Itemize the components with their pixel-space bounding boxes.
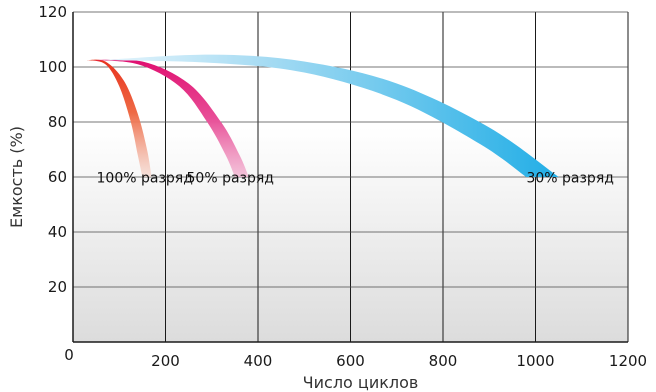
x-tick-label: 600 bbox=[336, 352, 365, 370]
y-tick-label: 60 bbox=[48, 168, 67, 186]
x-tick-label: 200 bbox=[151, 352, 180, 370]
y-tick-label: 120 bbox=[38, 3, 67, 21]
series-label: 30% разряд bbox=[526, 171, 613, 187]
x-tick-label: 1000 bbox=[516, 352, 554, 370]
x-tick-label: 800 bbox=[429, 352, 458, 370]
tick-labels: 0 200 400 600 800 1000 1200 20 40 60 80 100 120 bbox=[38, 3, 647, 370]
series-bands bbox=[86, 54, 559, 177]
x-tick-label: 400 bbox=[244, 352, 273, 370]
series-band-2 bbox=[100, 54, 559, 177]
series-band-1 bbox=[91, 59, 249, 177]
series-label: 100% разряд bbox=[97, 171, 193, 187]
grid-lines bbox=[73, 11, 629, 342]
y-tick-label: 20 bbox=[48, 278, 67, 296]
y-axis-title: Емкость (%) bbox=[7, 126, 26, 228]
y-tick-label: 100 bbox=[38, 58, 67, 76]
y-tick-label: 80 bbox=[48, 113, 67, 131]
axes bbox=[72, 12, 628, 343]
series-label: 50% разряд bbox=[187, 171, 274, 187]
x-tick-label: 1200 bbox=[609, 352, 647, 370]
series-band-0 bbox=[86, 59, 152, 177]
y-tick-label: 40 bbox=[48, 223, 67, 241]
x-tick-label: 0 bbox=[64, 346, 74, 364]
x-axis-title: Число циклов bbox=[303, 373, 419, 392]
